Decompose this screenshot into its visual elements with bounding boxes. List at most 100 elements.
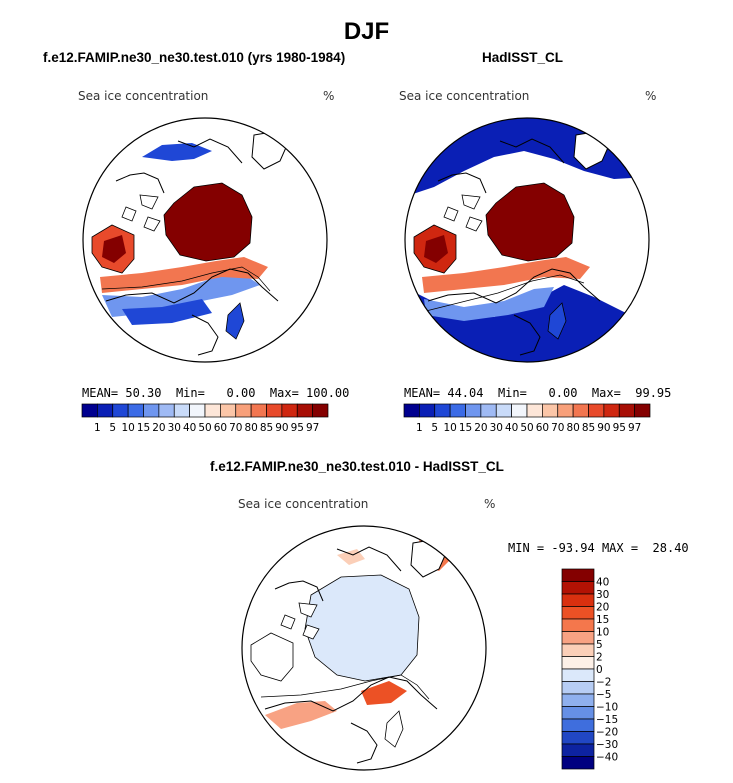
colorbar-3-box (561, 618, 595, 632)
hudson-bay-core (102, 235, 126, 263)
colorbar-1-box (143, 403, 160, 418)
panel-2-title: HadISST_CL (482, 50, 564, 65)
colorbar-1-box (204, 403, 221, 418)
colorbar-1-box (266, 403, 283, 418)
colorbar-2-box (449, 403, 466, 418)
positive-diff-region (361, 681, 407, 705)
panel-3-variable: Sea ice concentration (238, 497, 369, 511)
coastline (105, 268, 279, 304)
coastline (191, 314, 219, 356)
canadian-archipelago-coast (121, 194, 161, 232)
colorbar-3-box (561, 756, 595, 770)
colorbar-2-box (511, 403, 528, 418)
colorbar-1-box (158, 403, 175, 418)
hudson-bay (250, 632, 294, 682)
colorbar-1-box (250, 403, 267, 418)
colorbar-3-tick-label: 0 (596, 664, 603, 676)
colorbar-1-tick-label: 70 (229, 422, 242, 434)
colorbar-1-box (97, 403, 114, 418)
colorbar-2-box (465, 403, 482, 418)
coastline (350, 722, 378, 764)
canadian-archipelago-coast (443, 194, 483, 232)
colorbar-3-box (561, 568, 595, 582)
colorbar-3-box (561, 631, 595, 645)
colorbar-1-tick-label: 97 (306, 422, 319, 434)
colorbar-3-box (561, 593, 595, 607)
colorbar-1-box (235, 403, 252, 418)
ice-edge-band (100, 257, 268, 293)
colorbar-2-tick-label: 10 (443, 422, 456, 434)
ice-edge-contour (260, 674, 430, 700)
colorbar-2-box (542, 403, 559, 418)
central-arctic-diff (304, 574, 420, 682)
panel-2-units: % (645, 89, 657, 103)
panel-2-colorbar: 1 5 10 15 20 30 40 50 60 70 80 85 90 95 97 (403, 403, 651, 434)
colorbar-3-box (561, 731, 595, 745)
marginal-ice-zone (102, 273, 260, 317)
colorbar-2-tick-label: 97 (628, 422, 641, 434)
colorbar-1-box (127, 403, 144, 418)
colorbar-2-box (634, 403, 651, 418)
colorbar-1-tick-label: 1 (94, 422, 101, 434)
colorbar-1-box (189, 403, 206, 418)
colorbar-1-tick-label: 95 (291, 422, 304, 434)
colorbar-1-tick-label: 85 (260, 422, 273, 434)
colorbar-2-tick-label: 60 (536, 422, 549, 434)
map-outline (82, 117, 328, 363)
colorbar-3-tick-label: 30 (596, 589, 609, 601)
colorbar-3-box (561, 718, 595, 732)
colorbar-2-tick-label: 5 (431, 422, 438, 434)
colorbar-3-tick-label: 15 (596, 614, 609, 626)
colorbar-1-box (112, 403, 129, 418)
coastline (115, 172, 165, 194)
colorbar-3-tick-label: 2 (596, 652, 603, 664)
colorbar-3-tick-label: −10 (596, 702, 618, 714)
panel-3-title: f.e12.FAMIP.ne30_ne30.test.010 - HadISST… (210, 459, 504, 474)
colorbar-1-box (296, 403, 313, 418)
panel-1-colorbar: 1 5 10 15 20 30 40 50 60 70 80 85 90 95 97 (81, 403, 329, 434)
colorbar-2-tick-label: 1 (416, 422, 423, 434)
colorbar-2-tick-label: 40 (505, 422, 518, 434)
colorbar-3-tick-label: 10 (596, 627, 609, 639)
colorbar-2-box (480, 403, 497, 418)
coastline (264, 676, 438, 712)
marginal-ice-zone (122, 299, 212, 325)
colorbar-3-box (561, 681, 595, 695)
coastline (274, 580, 324, 602)
map-outline (404, 117, 650, 363)
colorbar-3-tick-label: −15 (596, 714, 618, 726)
colorbar-1-tick-label: 90 (275, 422, 288, 434)
colorbar-3-tick-label: 20 (596, 602, 609, 614)
ice-edge-contour (101, 266, 271, 292)
colorbar-2-box (434, 403, 451, 418)
colorbar-3-tick-label: 5 (596, 639, 603, 651)
colorbar-3-tick-label: −30 (596, 739, 618, 751)
coastline (437, 172, 487, 194)
colorbar-2-tick-label: 30 (490, 422, 503, 434)
colorbar-2-tick-label: 15 (459, 422, 472, 434)
ice-edge-contour (417, 274, 585, 314)
panel-1-variable: Sea ice concentration (78, 89, 209, 103)
central-arctic-ice (485, 182, 575, 262)
colorbar-1-box (281, 403, 298, 418)
coastline (336, 546, 402, 572)
colorbar-3-box (561, 706, 595, 720)
colorbar-1-tick-label: 80 (244, 422, 257, 434)
coastline (499, 138, 565, 164)
open-water-region (405, 285, 649, 362)
marginal-ice-zone (424, 287, 554, 321)
colorbar-3-tick-label: −2 (596, 677, 611, 689)
panel-2-map (404, 117, 650, 363)
marginal-ice-zone (142, 143, 212, 161)
panel-1-title: f.e12.FAMIP.ne30_ne30.test.010 (yrs 1980… (43, 50, 346, 65)
colorbar-3-box (561, 668, 595, 682)
colorbar-1-box (220, 403, 237, 418)
map-outline (241, 525, 487, 771)
colorbar-2-tick-label: 50 (520, 422, 533, 434)
colorbar-2-box (403, 403, 420, 418)
baltic-sea (547, 302, 567, 340)
colorbar-1-box (81, 403, 98, 418)
colorbar-2-tick-label: 85 (582, 422, 595, 434)
colorbar-1-tick-label: 20 (152, 422, 165, 434)
